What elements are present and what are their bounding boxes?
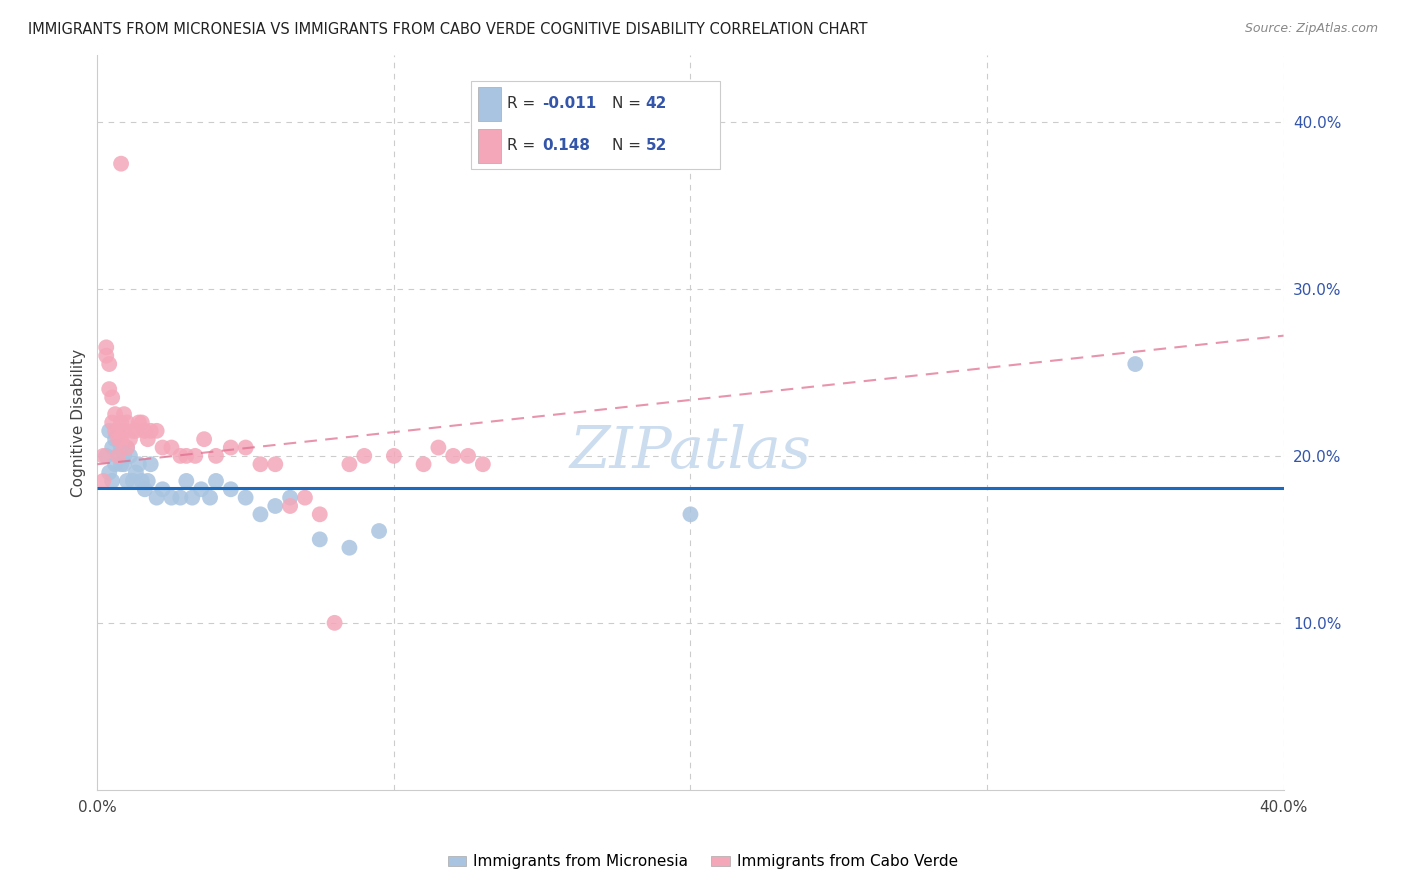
Point (110, 416, 132, 430)
Point (471, 457, 494, 471)
Point (101, 416, 124, 430)
Point (101, 441, 124, 455)
Point (122, 474, 145, 488)
Point (184, 449, 207, 463)
Point (125, 424, 148, 438)
Point (308, 533, 330, 547)
Point (118, 432, 141, 446)
Point (457, 449, 479, 463)
Point (152, 483, 174, 497)
Point (339, 457, 361, 471)
Point (112, 449, 135, 463)
Point (169, 491, 191, 505)
Point (104, 432, 127, 446)
Point (278, 491, 301, 505)
Point (249, 508, 271, 522)
Point (249, 457, 271, 471)
Point (264, 499, 287, 513)
Point (128, 457, 150, 471)
Point (110, 432, 132, 446)
Point (235, 441, 257, 455)
Point (128, 416, 150, 430)
Point (382, 449, 405, 463)
Point (323, 615, 346, 630)
Point (101, 474, 124, 488)
Point (131, 474, 153, 488)
Text: ZIPatlas: ZIPatlas (569, 424, 811, 480)
Point (110, 156, 132, 170)
Point (145, 424, 167, 438)
Point (441, 449, 464, 463)
Point (219, 441, 242, 455)
Point (679, 508, 702, 522)
Point (115, 416, 138, 430)
Point (112, 424, 135, 438)
Point (136, 474, 159, 488)
Point (136, 432, 159, 446)
Point (205, 449, 228, 463)
Point (353, 449, 375, 463)
Point (107, 449, 129, 463)
Point (176, 474, 198, 488)
Point (98, 357, 121, 371)
Point (110, 457, 132, 471)
Point (190, 483, 212, 497)
Point (427, 441, 450, 455)
Point (1123, 357, 1146, 371)
Point (278, 499, 301, 513)
Point (160, 491, 183, 505)
Point (235, 491, 257, 505)
Point (98, 466, 121, 480)
Y-axis label: Cognitive Disability: Cognitive Disability (72, 349, 86, 497)
Point (145, 491, 167, 505)
Point (91, 474, 114, 488)
Point (368, 524, 391, 538)
Text: IMMIGRANTS FROM MICRONESIA VS IMMIGRANTS FROM CABO VERDE COGNITIVE DISABILITY CO: IMMIGRANTS FROM MICRONESIA VS IMMIGRANTS… (28, 22, 868, 37)
Point (219, 483, 242, 497)
Point (104, 407, 127, 421)
Text: Source: ZipAtlas.com: Source: ZipAtlas.com (1244, 22, 1378, 36)
Point (339, 541, 361, 555)
Point (193, 432, 215, 446)
Point (152, 441, 174, 455)
Point (205, 474, 228, 488)
Point (169, 449, 191, 463)
Point (134, 483, 156, 497)
Point (107, 424, 129, 438)
Point (198, 491, 221, 505)
Point (181, 491, 204, 505)
Point (122, 424, 145, 438)
Legend: Immigrants from Micronesia, Immigrants from Cabo Verde: Immigrants from Micronesia, Immigrants f… (441, 848, 965, 875)
Point (308, 508, 330, 522)
Point (91, 449, 114, 463)
Point (107, 449, 129, 463)
Point (96, 449, 118, 463)
Point (104, 424, 127, 438)
Point (115, 441, 138, 455)
Point (160, 441, 183, 455)
Point (125, 466, 148, 480)
Point (176, 449, 198, 463)
Point (107, 432, 129, 446)
Point (412, 457, 434, 471)
Point (118, 449, 141, 463)
Point (112, 457, 135, 471)
Point (294, 491, 316, 505)
Point (96, 340, 118, 354)
Point (131, 416, 153, 430)
Point (98, 382, 121, 396)
Point (139, 457, 162, 471)
Point (112, 407, 135, 421)
Point (264, 457, 287, 471)
Point (96, 349, 118, 363)
Point (115, 474, 138, 488)
Point (101, 391, 124, 405)
Point (98, 424, 121, 438)
Point (110, 441, 132, 455)
Point (139, 424, 162, 438)
Point (115, 441, 138, 455)
Point (107, 424, 129, 438)
Point (134, 424, 156, 438)
Point (104, 457, 127, 471)
